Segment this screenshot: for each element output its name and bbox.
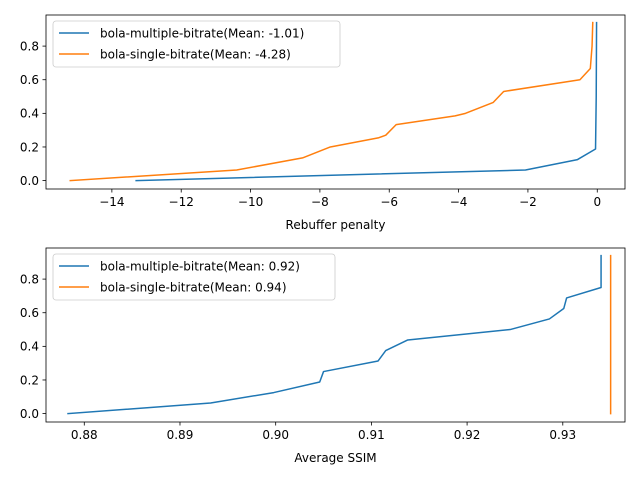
rebuffer-penalty-legend-label-multiple: bola-multiple-bitrate(Mean: -1.01) [100,27,304,41]
average-ssim-x-ticks: 0.88 0.89 0.90 0.91 0.92 0.93 [71,422,576,442]
rebuffer-penalty-y-tick-label: 0.8 [20,39,39,53]
rebuffer-penalty-x-axis-label: Rebuffer penalty [286,218,386,232]
average-ssim-y-tick-label: 0.6 [20,306,39,320]
average-ssim-x-axis-label: Average SSIM [294,451,376,465]
rebuffer-penalty-x-tick-label: −4 [450,195,468,209]
rebuffer-penalty-x-tick-label: 0 [593,195,601,209]
average-ssim-y-tick-label: 0.8 [20,272,39,286]
rebuffer-penalty-y-tick-label: 0.0 [20,174,39,188]
average-ssim-x-tick-label: 0.92 [454,428,481,442]
rebuffer-penalty-y-ticks: 0.0 0.2 0.4 0.6 0.8 [20,39,46,188]
average-ssim-legend-label-single: bola-single-bitrate(Mean: 0.94) [100,281,287,295]
average-ssim-x-tick-label: 0.88 [71,428,98,442]
average-ssim-series-line-0 [67,254,602,415]
rebuffer-penalty-x-tick-label: −12 [169,195,194,209]
average-ssim-legend-box [52,253,336,301]
rebuffer-penalty-y-tick-label: 0.6 [20,73,39,87]
average-ssim-lines [67,254,612,415]
rebuffer-penalty-y-tick-label: 0.4 [20,107,39,121]
average-ssim-y-ticks: 0.0 0.2 0.4 0.6 0.8 [20,272,46,421]
average-ssim-y-tick-label: 0.0 [20,407,39,421]
average-ssim-chart: 0.88 0.89 0.90 0.91 0.92 0.93 0.0 0.2 0.4 0.6 0.8… [20,247,626,465]
rebuffer-penalty-series-line-1 [69,21,594,182]
rebuffer-penalty-x-tick-label: −6 [380,195,398,209]
average-ssim-x-tick-label: 0.91 [358,428,385,442]
rebuffer-penalty-x-tick-label: −2 [519,195,537,209]
average-ssim-x-tick-label: 0.89 [167,428,194,442]
rebuffer-penalty-legend-box [52,20,341,68]
average-ssim-y-tick-label: 0.2 [20,373,39,387]
rebuffer-penalty-chart: −14 −12 −10 −8 −6 −4 −2 0 0.0 0.2 0.4 0.6 0.8 Rebuf… [20,14,626,232]
rebuffer-penalty-legend: bola-multiple-bitrate(Mean: -1.01) bola-… [52,20,341,68]
rebuffer-penalty-x-tick-label: −8 [311,195,329,209]
average-ssim-legend: bola-multiple-bitrate(Mean: 0.92) bola-s… [52,253,336,301]
rebuffer-penalty-lines [69,21,598,182]
average-ssim-axes-frame [45,247,626,423]
rebuffer-penalty-axes-frame [45,14,626,190]
rebuffer-penalty-y-tick-label: 0.2 [20,140,39,154]
rebuffer-penalty-x-tick-label: −14 [99,195,124,209]
average-ssim-y-tick-label: 0.4 [20,340,39,354]
average-ssim-legend-label-multiple: bola-multiple-bitrate(Mean: 0.92) [100,260,300,274]
rebuffer-penalty-x-tick-label: −10 [238,195,263,209]
average-ssim-x-tick-label: 0.90 [262,428,289,442]
rebuffer-penalty-series-line-0 [135,21,598,182]
rebuffer-penalty-x-ticks: −14 −12 −10 −8 −6 −4 −2 0 [99,189,601,209]
average-ssim-x-tick-label: 0.93 [549,428,576,442]
rebuffer-penalty-legend-label-single: bola-single-bitrate(Mean: -4.28) [100,48,291,62]
